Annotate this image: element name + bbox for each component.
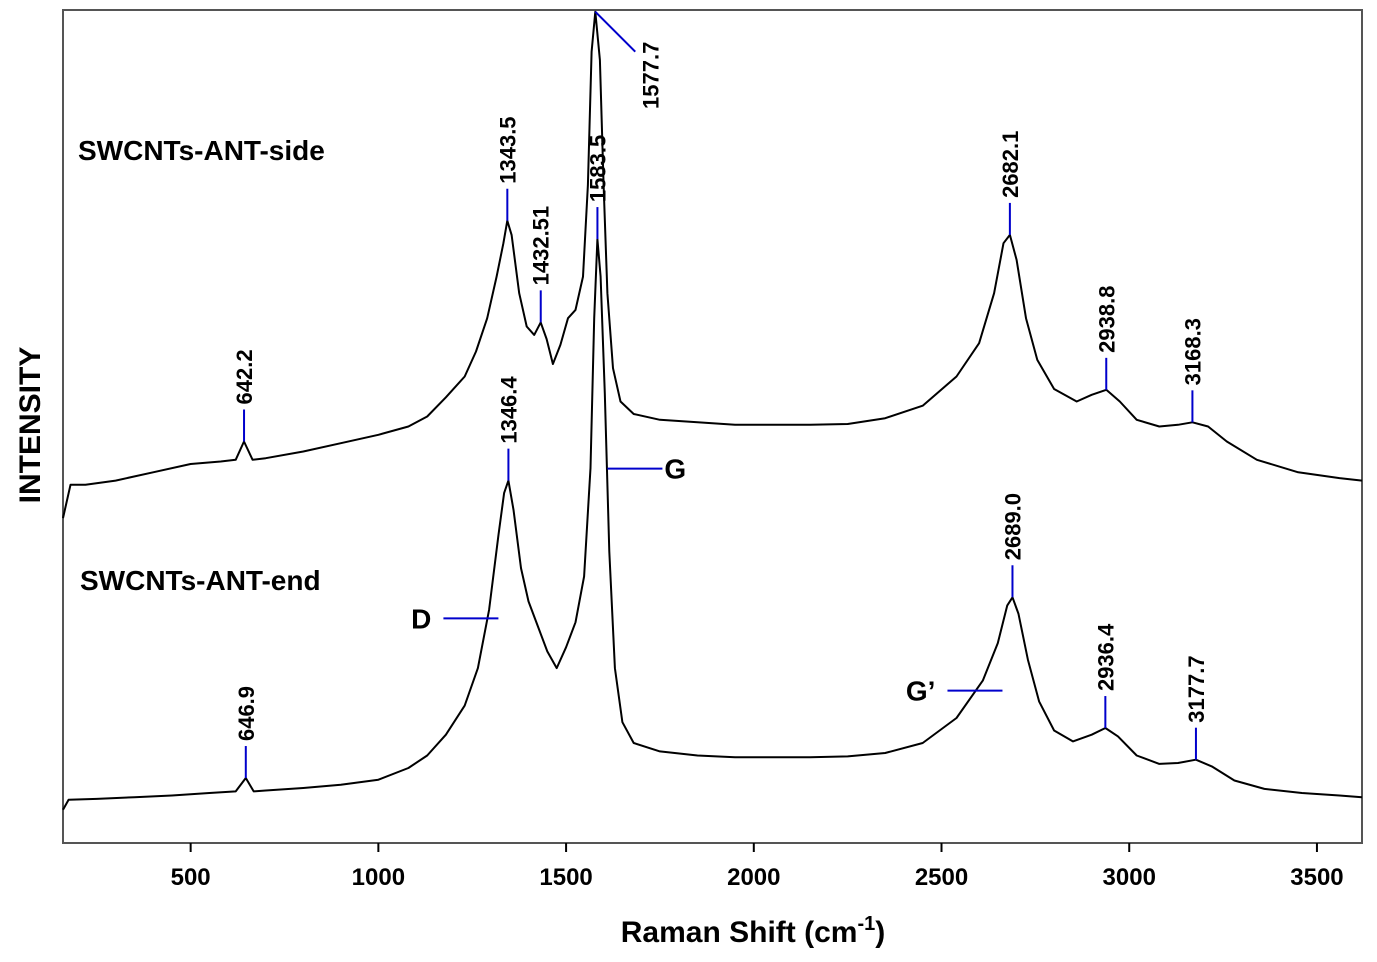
x-axis-title-main: Raman Shift (cm: [621, 916, 858, 949]
series-labels: D G G’ SWCNTs-ANT-side SWCNTs-ANT-end: [78, 135, 1003, 707]
x-tick-label: 2500: [915, 864, 968, 891]
peak-label: 1346.4: [496, 376, 521, 444]
x-tick-label: 2000: [727, 864, 780, 891]
band-label: G: [664, 454, 686, 485]
peak-marker-line: [594, 10, 636, 53]
peak-label: 642.2: [232, 349, 257, 404]
x-tick-label: 3500: [1290, 864, 1343, 891]
band-label: D: [411, 603, 431, 634]
x-axis-ticks: 500 1000 1500 2000 2500 3000 3500: [171, 843, 1344, 891]
series-label-0: SWCNTs-ANT-side: [78, 135, 325, 166]
spectrum-line-series-1: [62, 238, 1363, 811]
peak-label: 646.9: [234, 686, 259, 741]
peak-label: 2938.8: [1094, 286, 1119, 353]
peak-label: 1577.7: [638, 42, 663, 109]
peak-label: 1343.5: [495, 116, 520, 183]
x-axis-title: Raman Shift (cm-1): [621, 913, 886, 949]
peak-label: 1432.51: [529, 206, 554, 286]
spectrum-line-series-0: [62, 10, 1363, 519]
peak-label: 3168.3: [1180, 318, 1205, 385]
band-label: G’: [906, 676, 936, 707]
plot-border: [62, 9, 1363, 844]
peak-label: 2682.1: [998, 131, 1023, 198]
plot-frame: [62, 9, 1363, 844]
spectrum-lines: [62, 10, 1363, 811]
peak-label: 2936.4: [1093, 623, 1118, 691]
x-tick-label: 500: [171, 864, 211, 891]
x-axis-title-superscript: -1: [857, 913, 875, 935]
x-tick-label: 1000: [352, 864, 405, 891]
series-label-1: SWCNTs-ANT-end: [80, 565, 321, 596]
peak-label: 2689.0: [1000, 493, 1025, 560]
y-axis-title: INTENSITY: [14, 347, 47, 504]
x-axis-title-suffix: ): [875, 916, 885, 949]
x-tick-label: 3000: [1103, 864, 1156, 891]
x-tick-label: 1500: [539, 864, 592, 891]
peak-label: 3177.7: [1184, 655, 1209, 722]
peak-label: 1583.5: [585, 135, 610, 202]
peak-markers: 642.2 1343.5 1432.51 1577.7 2682.1 2938.8 3168…: [232, 10, 1209, 779]
